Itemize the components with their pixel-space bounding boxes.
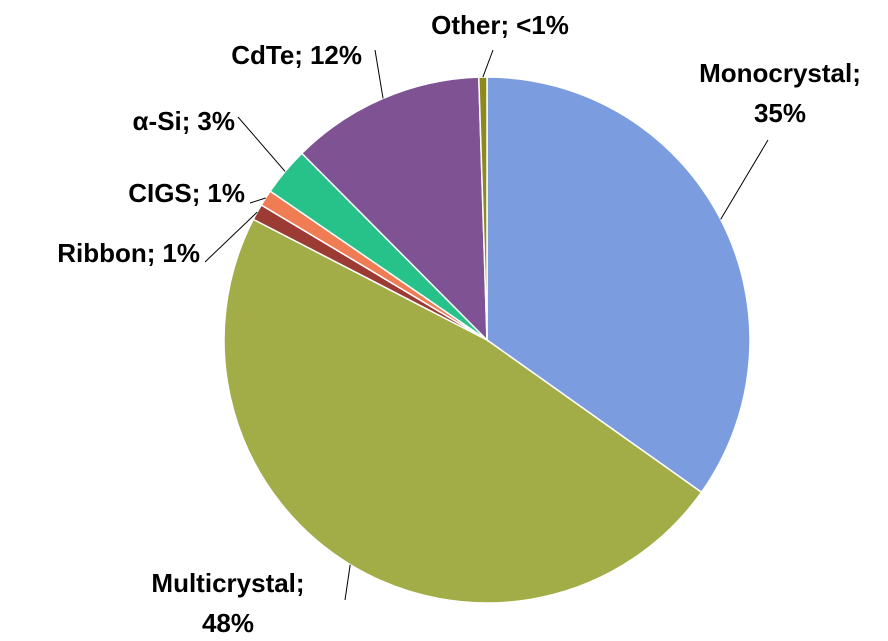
slice-value-label: 1% <box>207 178 245 208</box>
slice-category: CIGS; <box>128 178 200 208</box>
slice-label: Ribbon; 1% <box>57 238 200 268</box>
slice-category: CdTe; <box>231 40 303 70</box>
slice-category: Other; <box>431 10 509 40</box>
pie-slice <box>300 76 488 342</box>
slice-value-label: 48% <box>202 608 254 638</box>
slice-category: Ribbon; <box>57 238 155 268</box>
leader-line <box>374 49 384 99</box>
slice-category: α-Si; <box>133 106 191 136</box>
slice-value-label: 12% <box>310 40 362 70</box>
slice-value-label: 1% <box>162 238 200 268</box>
slice-label: α-Si; 3% <box>133 106 235 136</box>
leader-line <box>249 197 266 204</box>
slice-label: CdTe; 12% <box>231 40 362 70</box>
pie-slice <box>486 76 751 494</box>
slice-label: Other; <1% <box>431 10 569 40</box>
pie-slice <box>223 218 703 604</box>
slice-label: CIGS; 1% <box>128 178 245 208</box>
slice-label: Multicrystal; <box>151 568 304 598</box>
leader-line <box>720 139 769 220</box>
slice-label: Monocrystal; <box>699 58 861 88</box>
slice-value-label: 35% <box>754 98 806 128</box>
slice-value-label: <1% <box>516 10 569 40</box>
leader-line <box>482 49 494 78</box>
leader-line <box>344 564 351 601</box>
slice-value-label: 3% <box>197 106 235 136</box>
leader-line <box>204 211 258 263</box>
pie-slice <box>478 76 488 341</box>
leader-line <box>237 116 286 172</box>
